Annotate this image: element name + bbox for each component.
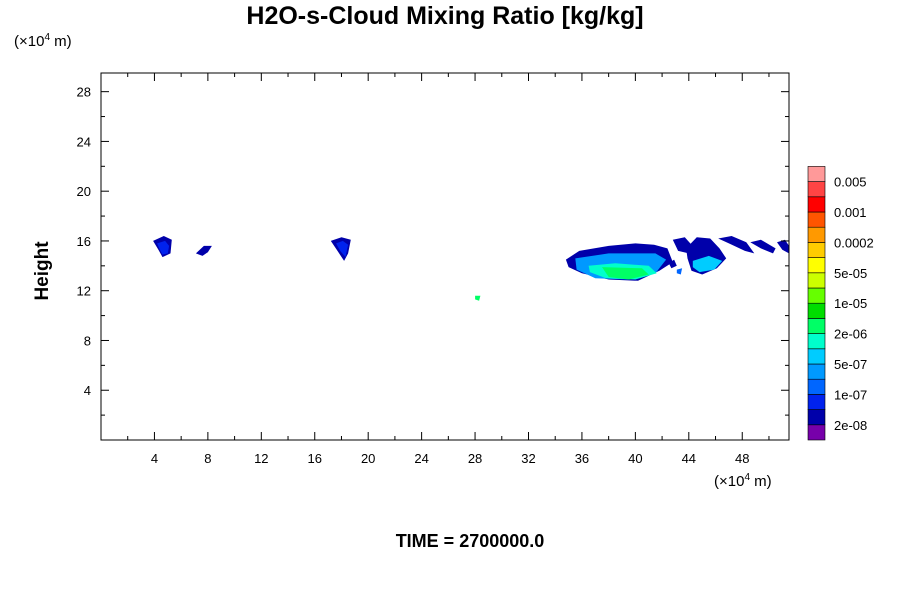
colorbar-swatch [807, 181, 826, 198]
colorbar-label: 5e-07 [834, 357, 867, 372]
chart-title: H2O-s-Cloud Mixing Ratio [kg/kg] [246, 2, 644, 30]
cloud-region-9 [602, 267, 649, 280]
time-label: TIME = 2700000.0 [395, 531, 545, 551]
x-tick-label: 4 [151, 451, 158, 466]
colorbar-swatch [807, 272, 826, 289]
colorbar-swatch [807, 409, 826, 426]
y-tick-label: 8 [84, 333, 91, 348]
colorbar-swatch [807, 318, 826, 334]
colorbar-swatch [807, 226, 826, 243]
x-tick-label: 44 [682, 451, 696, 466]
y-axis-unit: (×104 m) [14, 32, 72, 50]
x-tick-label: 8 [204, 451, 211, 466]
colorbar-swatch [807, 348, 826, 365]
colorbar-swatch [807, 302, 826, 319]
colorbar-label: 2e-06 [834, 327, 867, 342]
colorbar-label: 1e-05 [834, 296, 867, 311]
y-tick-label: 16 [77, 234, 91, 249]
cloud-region-17 [777, 239, 789, 254]
cloud-region-11 [668, 259, 677, 269]
x-axis-unit: (×104 m) [714, 472, 772, 490]
colorbar-swatch [807, 242, 826, 258]
colorbar-swatch [807, 166, 826, 182]
x-tick-label: 40 [628, 451, 642, 466]
y-tick-label: 20 [77, 184, 91, 199]
colorbar-label: 0.005 [834, 175, 867, 190]
colorbar-label: 0.0002 [834, 235, 874, 250]
x-tick-label: 48 [735, 451, 749, 466]
cloud-region-12 [676, 268, 683, 275]
colorbar-swatch [807, 378, 826, 395]
y-unit-exponent: 4 [44, 32, 51, 43]
colorbar-label: 1e-07 [834, 387, 867, 402]
colorbar-swatch [807, 211, 826, 228]
x-tick-label: 20 [361, 451, 375, 466]
y-unit-prefix: (×10 [14, 33, 45, 50]
colorbar-swatch [807, 394, 826, 410]
x-unit-prefix: (×10 [714, 473, 745, 490]
cloud-region-5 [475, 295, 481, 301]
cloud-region-16 [750, 239, 776, 254]
x-tick-label: 16 [308, 451, 322, 466]
x-tick-label: 28 [468, 451, 482, 466]
colorbar-label: 2e-08 [834, 418, 867, 433]
x-tick-label: 12 [254, 451, 268, 466]
colorbar-swatch [807, 424, 826, 441]
colorbar-swatch [807, 287, 826, 304]
cloud-field [153, 236, 789, 301]
y-tick-label: 24 [77, 134, 91, 149]
colorbar-label: 0.001 [834, 205, 867, 220]
colorbar-swatch [807, 257, 826, 274]
x-tick-label: 32 [521, 451, 535, 466]
plot-frame [100, 72, 790, 441]
colorbar-swatch [807, 333, 826, 350]
x-unit-suffix: m) [750, 473, 772, 490]
colorbar-label: 5e-05 [834, 266, 867, 281]
y-tick-label: 28 [77, 85, 91, 100]
x-tick-label: 24 [414, 451, 428, 466]
colorbar-swatch [807, 363, 826, 380]
x-unit-exponent: 4 [744, 472, 751, 483]
colorbar: 2e-08 1e-07 5e-07 2e-06 1e-05 5e-05 0.0002 0.00… [807, 166, 874, 441]
cloud-region-2 [195, 245, 212, 256]
colorbar-swatch [807, 196, 826, 213]
cloud-region-15 [718, 236, 755, 254]
cloud-region-14 [692, 255, 723, 273]
y-tick-label: 4 [84, 383, 91, 398]
y-unit-suffix: m) [50, 33, 72, 50]
y-tick-label: 12 [77, 284, 91, 299]
cloud-region-4 [336, 240, 349, 258]
x-tick-label: 36 [575, 451, 589, 466]
cloud-region-1 [157, 240, 170, 255]
